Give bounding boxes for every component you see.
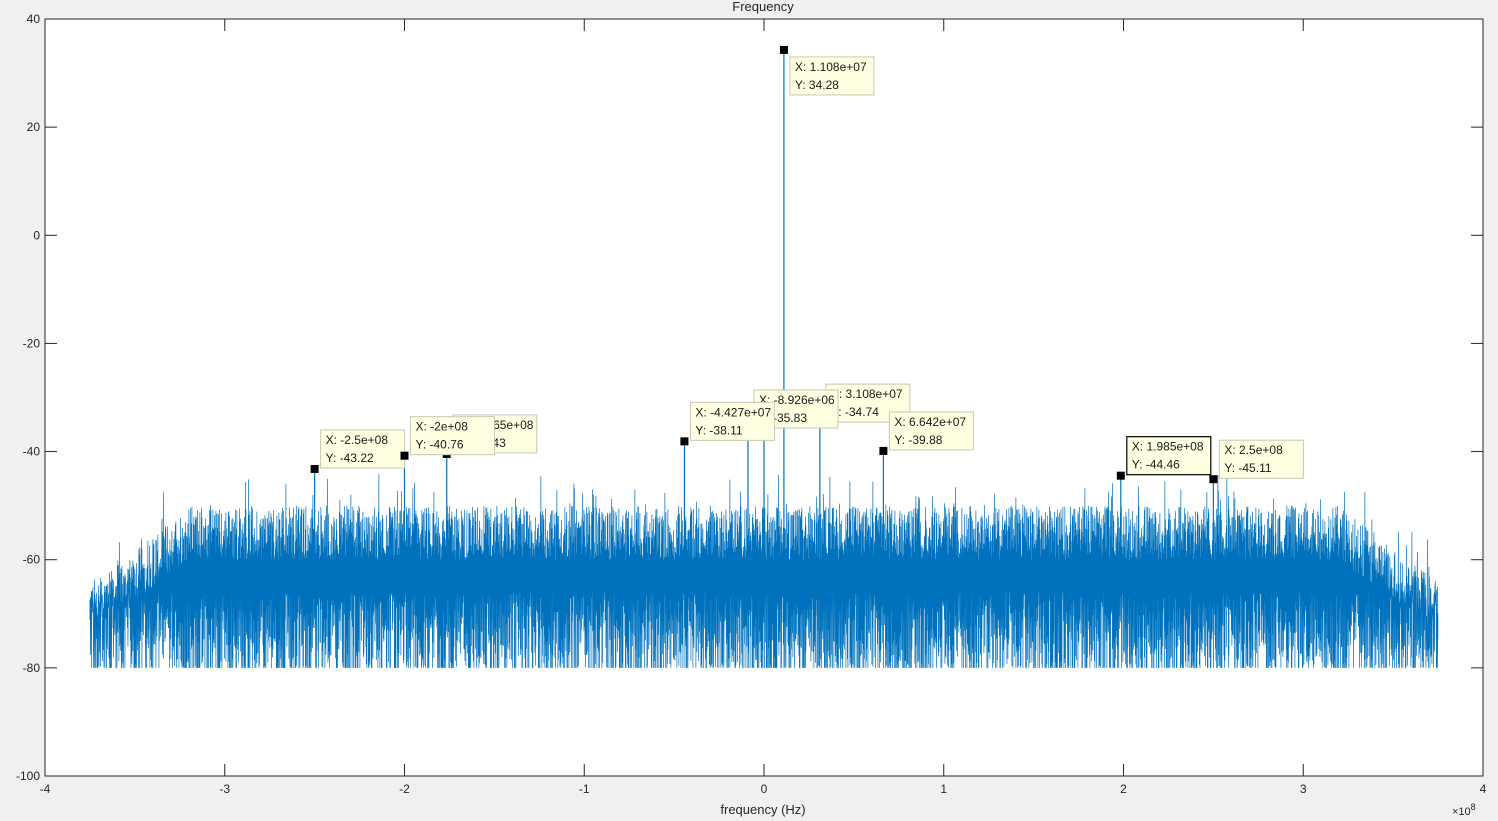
x-axis-label: frequency (Hz)	[720, 802, 805, 817]
x-tick-label: -1	[579, 782, 590, 796]
x-tick-label: 3	[1300, 782, 1307, 796]
datatip-box[interactable]	[689, 401, 775, 441]
datatip[interactable]: X: 3.108e+07 Y: -34.74	[815, 383, 911, 428]
datatip-marker[interactable]	[779, 45, 788, 54]
x-tick-label: 1	[940, 782, 947, 796]
axis-ticks: -4 -3 -2 -1 0 1 2 3 4 40 20 0 -20 -40 -60 -80 -100	[16, 12, 1487, 796]
chart-title: Frequency	[732, 0, 794, 14]
datatip-box[interactable]	[1126, 436, 1212, 476]
datatip[interactable]: X: 2.5e+08 Y: -45.11	[1209, 439, 1304, 484]
y-tick-label: 0	[33, 228, 40, 242]
signal-trace	[89, 49, 1439, 668]
datatip-marker[interactable]	[1116, 471, 1125, 480]
datatips: X: 1.108e+07 Y: 34.28 X: -2.5e+08 Y: -43.22…	[310, 45, 1304, 484]
datatip[interactable]: X: 1.108e+07 Y: 34.28	[779, 45, 875, 96]
x-tick-label: 2	[1120, 782, 1127, 796]
datatip-marker[interactable]	[680, 437, 689, 446]
datatip-x-value: X: 2.5e+08	[1224, 443, 1283, 457]
datatip[interactable]: X: 6.642e+07 Y: -39.88	[879, 411, 974, 455]
x-tick-label: 0	[761, 782, 768, 796]
datatip[interactable]: X: -4.427e+07 Y: -38.11	[680, 401, 775, 446]
datatip-x-value: X: 6.642e+07	[894, 415, 966, 429]
datatip-y-value: Y: -44.46	[1132, 458, 1180, 472]
x-exponent-base: ×10	[1452, 806, 1471, 818]
datatip[interactable]: X: 1.985e+08 Y: -44.46	[1116, 436, 1212, 480]
y-tick-label: -100	[16, 769, 40, 783]
x-tick-label: -2	[399, 782, 410, 796]
datatip-box[interactable]	[888, 411, 974, 451]
datatip[interactable]: X: -2.5e+08 Y: -43.22	[310, 429, 406, 473]
datatip-y-value: Y: -40.76	[416, 438, 464, 452]
y-tick-label: -20	[23, 336, 41, 350]
datatip-x-value: X: 3.108e+07	[831, 387, 903, 401]
datatip-y-value: Y: -34.74	[831, 405, 879, 419]
y-tick-label: -80	[23, 661, 41, 675]
datatip[interactable]: X: -2e+08 Y: -40.76	[400, 416, 495, 460]
x-tick-label: -3	[219, 782, 230, 796]
datatip-x-value: X: -2e+08	[416, 420, 469, 434]
datatip-box[interactable]	[1218, 439, 1304, 479]
datatip-y-value: Y: -38.11	[695, 423, 742, 437]
datatip-x-value: X: -4.427e+07	[695, 405, 771, 419]
x-tick-label: 4	[1480, 782, 1487, 796]
datatip-box[interactable]	[789, 56, 875, 96]
datatip-box[interactable]	[410, 416, 495, 456]
datatip-y-value: Y: -45.11	[1224, 461, 1271, 475]
datatip-x-value: X: 1.985e+08	[1132, 440, 1204, 454]
datatip-x-value: X: 1.108e+07	[795, 60, 867, 74]
y-tick-label: -60	[23, 553, 41, 567]
datatip-marker[interactable]	[879, 446, 888, 455]
datatip-marker[interactable]	[310, 464, 319, 473]
y-tick-label: 40	[27, 12, 41, 26]
datatip-y-value: Y: -39.88	[894, 433, 942, 447]
x-exponent-power: 8	[1471, 802, 1476, 812]
datatip-x-value: X: -2.5e+08	[326, 433, 389, 447]
y-tick-label: 20	[27, 120, 41, 134]
datatip-marker[interactable]	[1209, 475, 1218, 484]
y-tick-label: -40	[23, 445, 41, 459]
datatip-marker[interactable]	[400, 451, 409, 460]
datatip-y-value: Y: 34.28	[795, 78, 839, 92]
datatip-x-value: X: -8.926e+06	[759, 393, 835, 407]
x-tick-label: -4	[40, 782, 51, 796]
x-axis-exponent: ×108	[1452, 802, 1476, 818]
datatip-y-value: Y: -43.22	[326, 451, 374, 465]
datatip-box[interactable]	[320, 429, 406, 469]
